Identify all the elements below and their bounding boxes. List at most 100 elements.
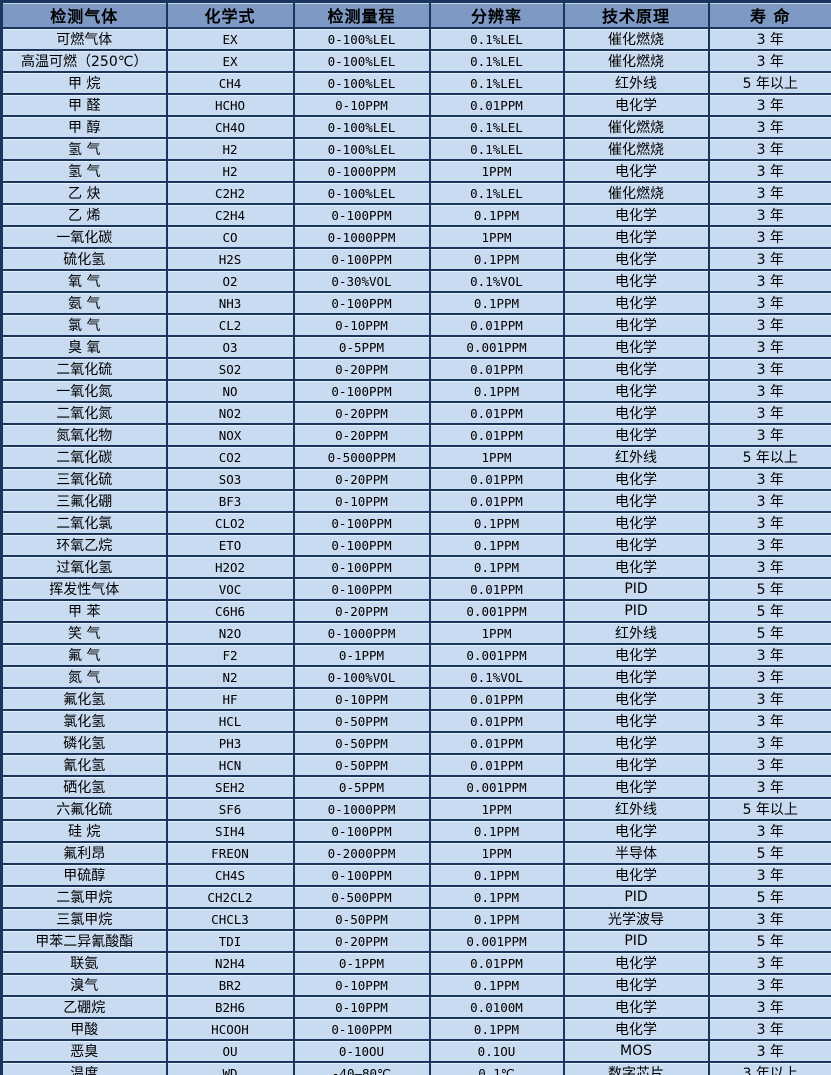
cell-lifespan: 3 年: [707, 511, 831, 535]
cell-detection-range: 0-100PPM: [292, 203, 431, 227]
table-row: 甲苯二异氰酸酯 TDI 0-20PPM 0.001PPM PID 5 年: [0, 929, 831, 953]
cell-technology: 电化学: [562, 313, 710, 337]
cell-lifespan: 3 年: [707, 643, 831, 667]
cell-technology: 电化学: [562, 731, 710, 755]
cell-lifespan: 5 年: [707, 885, 831, 909]
cell-resolution: 1PPM: [428, 621, 565, 645]
cell-lifespan: 3 年: [707, 863, 831, 887]
cell-lifespan: 3 年: [707, 687, 831, 711]
cell-resolution: 0.01PPM: [428, 687, 565, 711]
cell-resolution: 0.1%VOL: [428, 269, 565, 293]
cell-chemical-formula: SEH2: [165, 775, 295, 799]
cell-detection-range: 0-1000PPM: [292, 621, 431, 645]
table-row: 甲 醛 HCHO 0-10PPM 0.01PPM 电化学 3 年: [0, 93, 831, 117]
cell-lifespan: 5 年: [707, 841, 831, 865]
cell-chemical-formula: TDI: [165, 929, 295, 953]
cell-technology: PID: [562, 885, 710, 909]
cell-gas-name: 三氯甲烷: [0, 907, 168, 931]
cell-gas-name: 二氯甲烷: [0, 885, 168, 909]
cell-resolution: 0.01PPM: [428, 423, 565, 447]
cell-detection-range: 0-100PPM: [292, 819, 431, 843]
cell-chemical-formula: SF6: [165, 797, 295, 821]
cell-gas-name: 甲 醇: [0, 115, 168, 139]
cell-technology: 电化学: [562, 379, 710, 403]
cell-gas-name: 氟化氢: [0, 687, 168, 711]
cell-resolution: 0.1PPM: [428, 203, 565, 227]
table-row: 乙 烯 C2H4 0-100PPM 0.1PPM 电化学 3 年: [0, 203, 831, 227]
cell-detection-range: 0-50PPM: [292, 907, 431, 931]
column-header-lifespan: 寿 命: [707, 0, 831, 29]
table-row: 磷化氢 PH3 0-50PPM 0.01PPM 电化学 3 年: [0, 731, 831, 755]
table-row: 氟化氢 HF 0-10PPM 0.01PPM 电化学 3 年: [0, 687, 831, 711]
cell-chemical-formula: SO3: [165, 467, 295, 491]
cell-lifespan: 3 年: [707, 1017, 831, 1041]
cell-detection-range: 0-20PPM: [292, 401, 431, 425]
cell-resolution: 0.1%VOL: [428, 665, 565, 689]
column-header-chemical-formula: 化学式: [165, 0, 295, 29]
cell-detection-range: 0-20PPM: [292, 357, 431, 381]
table-row: 臭 氧 O3 0-5PPM 0.001PPM 电化学 3 年: [0, 335, 831, 359]
cell-lifespan: 3 年: [707, 247, 831, 271]
cell-technology: 电化学: [562, 159, 710, 183]
cell-gas-name: 一氧化碳: [0, 225, 168, 249]
cell-chemical-formula: HCHO: [165, 93, 295, 117]
table-row: 氯化氢 HCL 0-50PPM 0.01PPM 电化学 3 年: [0, 709, 831, 733]
cell-resolution: 0.01PPM: [428, 313, 565, 337]
cell-resolution: 1PPM: [428, 445, 565, 469]
cell-gas-name: 氮氧化物: [0, 423, 168, 447]
cell-lifespan: 3 年: [707, 731, 831, 755]
cell-detection-range: -40—80℃: [292, 1061, 431, 1075]
cell-lifespan: 3 年: [707, 49, 831, 73]
cell-technology: 电化学: [562, 687, 710, 711]
cell-detection-range: 0-5PPM: [292, 775, 431, 799]
table-row: 硒化氢 SEH2 0-5PPM 0.001PPM 电化学 3 年: [0, 775, 831, 799]
cell-chemical-formula: HCL: [165, 709, 295, 733]
cell-detection-range: 0-1PPM: [292, 643, 431, 667]
cell-technology: 电化学: [562, 269, 710, 293]
cell-lifespan: 3 年: [707, 995, 831, 1019]
cell-lifespan: 3 年: [707, 313, 831, 337]
cell-gas-name: 甲 苯: [0, 599, 168, 623]
table-row: 二氯甲烷 CH2CL2 0-500PPM 0.1PPM PID 5 年: [0, 885, 831, 909]
table-row: 甲 醇 CH4O 0-100%LEL 0.1%LEL 催化燃烧 3 年: [0, 115, 831, 139]
table-row: 氢 气 H2 0-100%LEL 0.1%LEL 催化燃烧 3 年: [0, 137, 831, 161]
cell-technology: 催化燃烧: [562, 49, 710, 73]
table-row: 二氧化氮 NO2 0-20PPM 0.01PPM 电化学 3 年: [0, 401, 831, 425]
cell-detection-range: 0-100PPM: [292, 555, 431, 579]
cell-lifespan: 3 年: [707, 379, 831, 403]
cell-technology: 电化学: [562, 555, 710, 579]
cell-detection-range: 0-100PPM: [292, 1017, 431, 1041]
cell-lifespan: 3 年: [707, 489, 831, 513]
cell-technology: 电化学: [562, 643, 710, 667]
cell-gas-name: 可燃气体: [0, 27, 168, 51]
cell-resolution: 0.01PPM: [428, 709, 565, 733]
table-row: 三氯甲烷 CHCL3 0-50PPM 0.1PPM 光学波导 3 年: [0, 907, 831, 931]
cell-chemical-formula: HCN: [165, 753, 295, 777]
cell-lifespan: 5 年以上: [707, 797, 831, 821]
table-row: 乙 炔 C2H2 0-100%LEL 0.1%LEL 催化燃烧 3 年: [0, 181, 831, 205]
cell-detection-range: 0-2000PPM: [292, 841, 431, 865]
table-row: 二氧化氯 CLO2 0-100PPM 0.1PPM 电化学 3 年: [0, 511, 831, 535]
cell-technology: 催化燃烧: [562, 27, 710, 51]
cell-chemical-formula: F2: [165, 643, 295, 667]
cell-gas-name: 硫化氢: [0, 247, 168, 271]
cell-detection-range: 0-100%LEL: [292, 71, 431, 95]
cell-detection-range: 0-1000PPM: [292, 225, 431, 249]
cell-chemical-formula: O2: [165, 269, 295, 293]
cell-technology: PID: [562, 599, 710, 623]
cell-resolution: 0.1PPM: [428, 973, 565, 997]
cell-technology: 电化学: [562, 423, 710, 447]
cell-lifespan: 3 年: [707, 1039, 831, 1063]
cell-gas-name: 氮 气: [0, 665, 168, 689]
cell-gas-name: 温度: [0, 1061, 168, 1075]
cell-detection-range: 0-1000PPM: [292, 159, 431, 183]
cell-detection-range: 0-10PPM: [292, 489, 431, 513]
table-row: 六氟化硫 SF6 0-1000PPM 1PPM 红外线 5 年以上: [0, 797, 831, 821]
cell-technology: 电化学: [562, 203, 710, 227]
cell-technology: 电化学: [562, 995, 710, 1019]
cell-gas-name: 环氧乙烷: [0, 533, 168, 557]
cell-gas-name: 溴气: [0, 973, 168, 997]
cell-technology: 电化学: [562, 533, 710, 557]
